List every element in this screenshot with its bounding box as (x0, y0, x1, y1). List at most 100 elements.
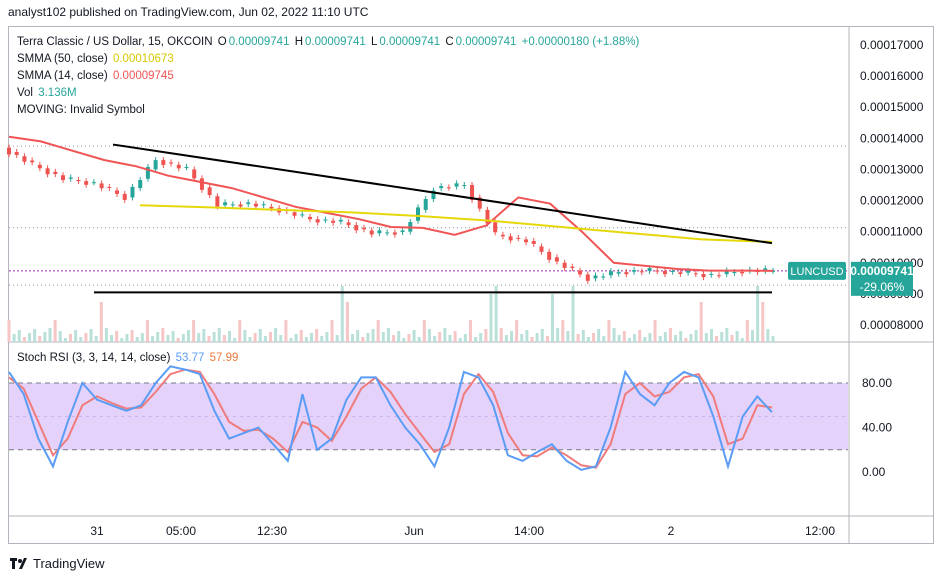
volume-bar (576, 334, 580, 342)
volume-bar (135, 337, 139, 342)
footer-brand[interactable]: TradingView (10, 556, 105, 571)
volume-bar (345, 302, 349, 342)
volume-bar (551, 294, 555, 342)
candle-body (238, 204, 243, 207)
volume-bar (397, 331, 401, 342)
volume-bar (617, 335, 621, 342)
volume-bar (648, 333, 652, 342)
volume-bar (663, 332, 667, 342)
candle-body (346, 222, 351, 226)
candle-body (323, 219, 328, 221)
volume-bar (602, 336, 606, 342)
change-value: +0.00000180 (+1.88%) (521, 36, 640, 48)
volume-bar (243, 330, 247, 342)
volume-bar (207, 336, 211, 342)
candle-body (207, 187, 212, 196)
price-tick-label: 0.00016000 (860, 69, 924, 83)
time-tick-label: Jun (404, 524, 423, 538)
candle-body (400, 230, 405, 233)
candle-body (169, 162, 174, 164)
volume-bar (484, 329, 488, 342)
volume-bar (69, 334, 73, 342)
candle-body (771, 270, 775, 272)
candle-body (423, 199, 428, 210)
low-label: L (370, 36, 378, 48)
volume-bar (140, 333, 144, 342)
candle-body (53, 171, 58, 175)
candle-body (562, 262, 567, 268)
candle-body (122, 193, 127, 200)
volume-bar (540, 329, 544, 342)
stoch-tick-label: 40.00 (862, 421, 892, 435)
candle-body (624, 272, 629, 275)
volume-bar (99, 302, 103, 342)
candle-body (230, 204, 235, 206)
candle-body (253, 203, 258, 207)
volume-bar (84, 333, 88, 342)
price-tick-label: 0.00015000 (860, 100, 924, 114)
volume-bar (463, 334, 467, 342)
price-axis: 0.00017000 0.00016000 0.00015000 0.00014000… (860, 38, 924, 479)
volume-bar (166, 335, 170, 342)
stoch-d-value: 57.99 (209, 352, 239, 364)
volume-bar (22, 337, 26, 342)
volume-bar (43, 332, 47, 342)
candle-body (585, 274, 590, 281)
volume-bar (766, 329, 770, 342)
price-tick-label: 0.00017000 (860, 38, 924, 52)
volume-bar (674, 335, 678, 342)
legend-moving-row: MOVING: Invalid Symbol (17, 104, 147, 116)
candle-body (655, 270, 660, 272)
moving-label: MOVING: Invalid Symbol (17, 104, 145, 116)
candle-body (14, 151, 19, 155)
volume-bar (658, 336, 662, 342)
volume-bar (238, 320, 242, 342)
volume-bar (125, 334, 129, 342)
volume-bar (53, 320, 57, 342)
volume-bar (545, 336, 549, 342)
volume-bar (566, 331, 570, 342)
volume-bar (310, 333, 314, 342)
price-badge-value: 0.00009741 (850, 264, 914, 278)
volume-bar (689, 334, 693, 342)
volume-bar (607, 320, 611, 342)
volume-bar (161, 328, 165, 342)
candle-body (647, 268, 652, 271)
candle-body (61, 175, 66, 181)
volume-bar (233, 338, 237, 342)
volume-bar (79, 337, 83, 342)
candle-body (431, 190, 436, 199)
close-label: C (445, 36, 454, 48)
low-value: 0.00009741 (379, 36, 441, 48)
volume-bar (633, 334, 637, 342)
candle-body (709, 273, 714, 275)
volume-bar (520, 334, 524, 342)
volume-bar (289, 338, 293, 342)
volume-bar (499, 328, 503, 342)
volume-bar (171, 331, 175, 342)
candle-body (485, 209, 490, 224)
high-label: H (294, 36, 303, 48)
volume-bar (222, 335, 226, 342)
volume-bar (422, 320, 426, 342)
smma50-line (139, 204, 773, 243)
publisher-header: analyst102 published on TradingView.com,… (8, 5, 369, 19)
candle-body (307, 216, 312, 220)
volume-bar (750, 330, 754, 342)
open-label: O (217, 36, 227, 48)
volume-bar (48, 328, 52, 342)
candle-body (338, 219, 343, 222)
candle-body (145, 166, 150, 179)
volume-bar (325, 332, 329, 342)
candle-body (446, 187, 451, 189)
volume-bar (489, 294, 493, 342)
volume-bar (756, 286, 760, 342)
volume-bar (58, 331, 62, 342)
stoch-legend: Stoch RSI (3, 3, 14, 14, close) 53.77 57… (17, 352, 240, 364)
volume-bar (735, 331, 739, 342)
time-tick-label: 31 (90, 524, 104, 538)
time-tick-label: 14:00 (514, 524, 544, 538)
candle-body (392, 232, 397, 235)
candle-body (107, 186, 112, 188)
